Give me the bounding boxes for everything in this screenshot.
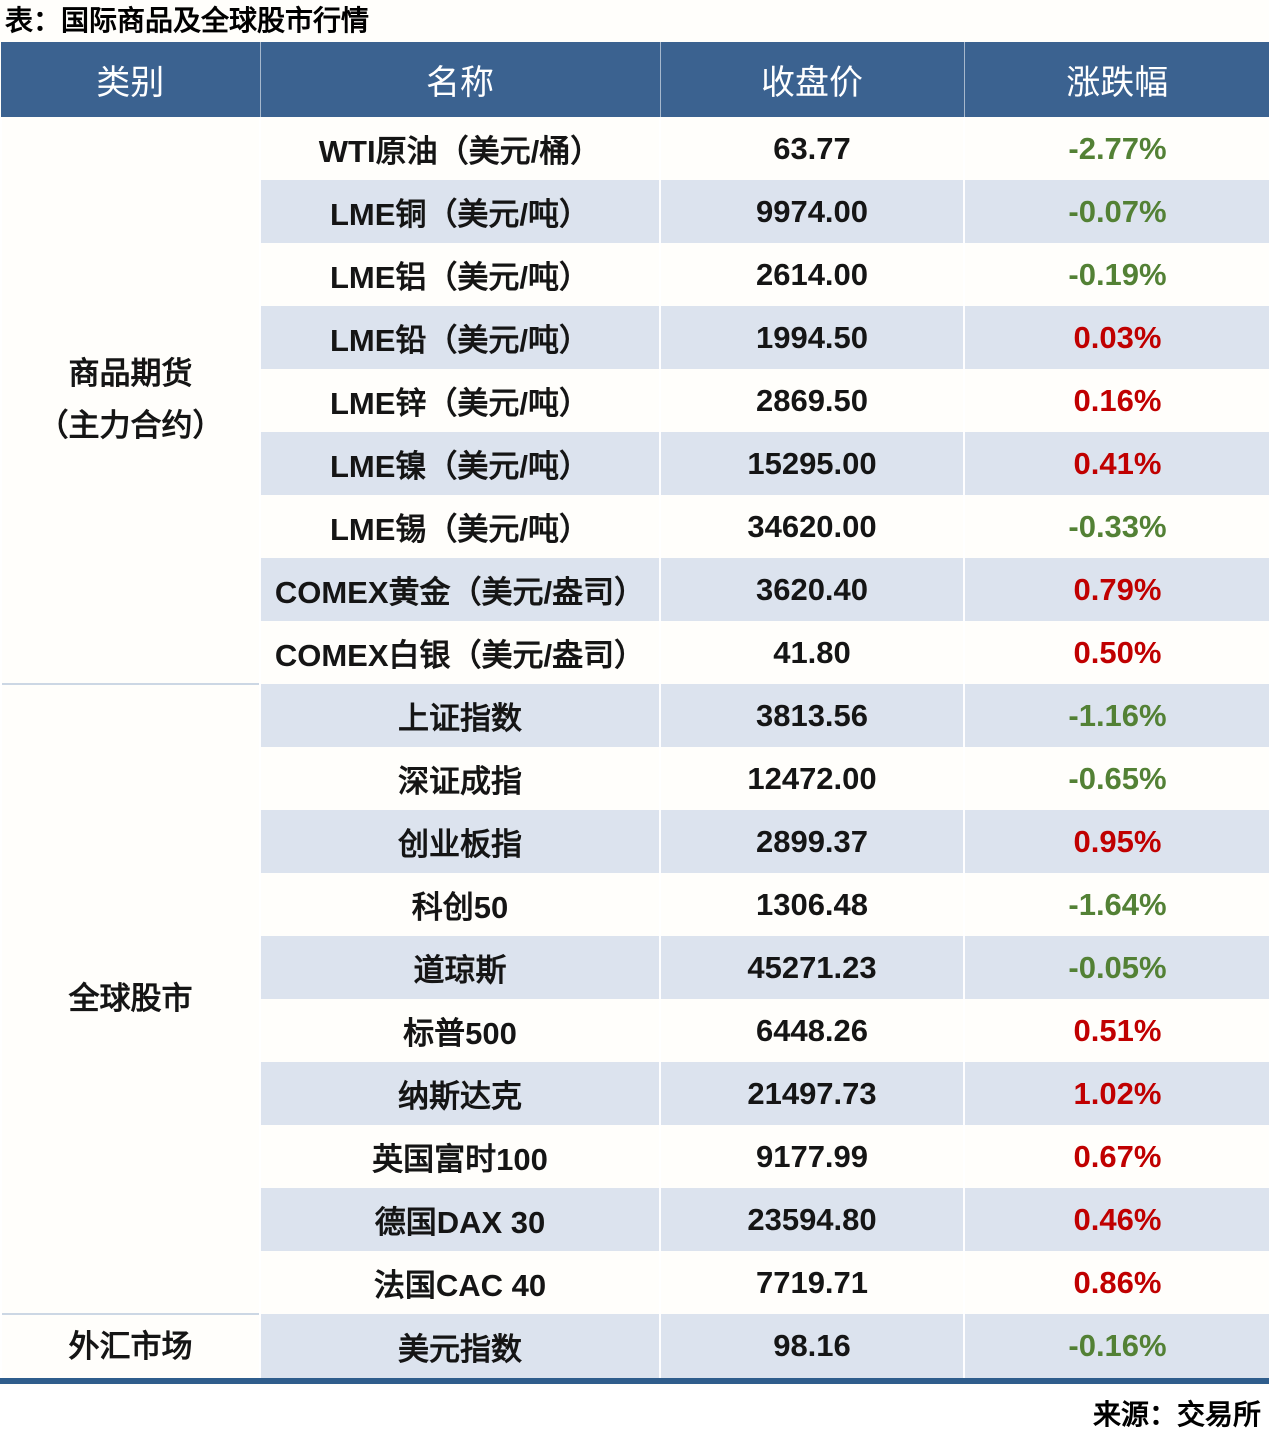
instrument-name-cell: 深证成指 <box>259 747 660 810</box>
change-pct-cell: 0.79% <box>963 558 1269 621</box>
change-pct-cell: -1.16% <box>963 684 1269 747</box>
change-pct-cell: 0.46% <box>963 1188 1269 1251</box>
change-pct-cell: -0.16% <box>963 1314 1269 1381</box>
instrument-name-cell: LME锌（美元/吨） <box>259 369 660 432</box>
table-row: COMEX黄金（美元/盎司） 3620.40 0.79% <box>1 558 1269 621</box>
table-row: 德国DAX 30 23594.80 0.46% <box>1 1188 1269 1251</box>
header-close-price: 收盘价 <box>659 42 964 117</box>
close-price-cell: 2614.00 <box>659 243 964 306</box>
instrument-name-cell: 英国富时100 <box>259 1125 660 1188</box>
close-price-cell: 23594.80 <box>659 1188 964 1251</box>
table-row: LME锌（美元/吨） 2869.50 0.16% <box>1 369 1269 432</box>
category-label-line: 外汇市场 <box>68 1328 193 1364</box>
change-pct-cell: 0.03% <box>963 306 1269 369</box>
change-pct-cell: 0.67% <box>963 1125 1269 1188</box>
category-label-line: 全球股市 <box>68 981 193 1016</box>
change-pct-cell: 0.51% <box>963 999 1269 1062</box>
category-label-line: （主力合约） <box>37 408 224 443</box>
table-row: 标普500 6448.26 0.51% <box>1 999 1269 1062</box>
instrument-name-cell: 法国CAC 40 <box>259 1251 660 1314</box>
table-body: 商品期货 （主力合约） WTI原油（美元/桶） 63.77 -2.77% LME铜（美元/… <box>0 117 1269 1381</box>
change-pct-cell: -0.19% <box>963 243 1269 306</box>
table-row: LME铝（美元/吨） 2614.00 -0.19% <box>1 243 1269 306</box>
change-pct-cell: 0.41% <box>963 432 1269 495</box>
change-pct-cell: -0.07% <box>963 180 1269 243</box>
page: 表：国际商品及全球股市行情 类别 名称 收盘价 涨跌幅 商品期货 （主力合约） WT… <box>0 5 1269 1430</box>
instrument-name-cell: LME铜（美元/吨） <box>259 180 660 243</box>
change-pct-cell: -0.65% <box>963 747 1269 810</box>
close-price-cell: 63.77 <box>659 117 964 180</box>
category-cell: 全球股市 <box>0 683 260 1314</box>
change-pct-cell: 0.50% <box>963 621 1269 684</box>
change-pct-cell: 0.86% <box>963 1251 1269 1314</box>
instrument-name-cell: 科创50 <box>259 873 660 936</box>
table-row: LME铜（美元/吨） 9974.00 -0.07% <box>1 180 1269 243</box>
table-row: LME铅（美元/吨） 1994.50 0.03% <box>1 306 1269 369</box>
instrument-name-cell: COMEX黄金（美元/盎司） <box>259 558 660 621</box>
close-price-cell: 3620.40 <box>659 558 964 621</box>
close-price-cell: 3813.56 <box>659 684 964 747</box>
header-row: 类别 名称 收盘价 涨跌幅 <box>1 42 1269 117</box>
change-pct-cell: -1.64% <box>963 873 1269 936</box>
category-cell: 外汇市场 <box>0 1313 260 1381</box>
table-row: LME锡（美元/吨） 34620.00 -0.33% <box>1 495 1269 558</box>
instrument-name-cell: 纳斯达克 <box>259 1062 660 1125</box>
close-price-cell: 41.80 <box>659 621 964 684</box>
close-price-cell: 7719.71 <box>659 1251 964 1314</box>
category-cell: 商品期货 （主力合约） <box>0 117 260 684</box>
table-row: LME镍（美元/吨） 15295.00 0.41% <box>1 432 1269 495</box>
table-row: 商品期货 （主力合约） WTI原油（美元/桶） 63.77 -2.77% <box>0 117 1269 684</box>
header-change-pct: 涨跌幅 <box>963 42 1269 117</box>
table-row: 创业板指 2899.37 0.95% <box>1 810 1269 873</box>
instrument-name-cell: 标普500 <box>259 999 660 1062</box>
header-name: 名称 <box>259 42 660 117</box>
instrument-name-cell: LME铝（美元/吨） <box>259 243 660 306</box>
instrument-name-cell: COMEX白银（美元/盎司） <box>259 621 660 684</box>
table-row: 英国富时100 9177.99 0.67% <box>1 1125 1269 1188</box>
instrument-name-cell: 道琼斯 <box>259 936 660 999</box>
close-price-cell: 1306.48 <box>659 873 964 936</box>
market-table: 类别 名称 收盘价 涨跌幅 商品期货 （主力合约） WTI原油（美元/桶） 63.77… <box>0 42 1269 1384</box>
close-price-cell: 15295.00 <box>659 432 964 495</box>
change-pct-cell: 1.02% <box>963 1062 1269 1125</box>
close-price-cell: 9974.00 <box>659 180 964 243</box>
table-row: 纳斯达克 21497.73 1.02% <box>1 1062 1269 1125</box>
header-category: 类别 <box>1 42 260 117</box>
source-note: 来源：交易所 <box>1092 1399 1261 1430</box>
table-row: 道琼斯 45271.23 -0.05% <box>1 936 1269 999</box>
close-price-cell: 2899.37 <box>659 810 964 873</box>
instrument-name-cell: 创业板指 <box>259 810 660 873</box>
table-row: 全球股市 上证指数 3813.56 -1.16% <box>0 683 1269 1314</box>
close-price-cell: 1994.50 <box>659 306 964 369</box>
close-price-cell: 12472.00 <box>659 747 964 810</box>
instrument-name-cell: LME铅（美元/吨） <box>259 306 660 369</box>
table-row: 深证成指 12472.00 -0.65% <box>1 747 1269 810</box>
close-price-cell: 2869.50 <box>659 369 964 432</box>
instrument-name-cell: LME镍（美元/吨） <box>259 432 660 495</box>
change-pct-cell: -0.05% <box>963 936 1269 999</box>
change-pct-cell: -0.33% <box>963 495 1269 558</box>
table-row: 外汇市场 美元指数 98.16 -0.16% <box>0 1313 1269 1381</box>
instrument-name-cell: WTI原油（美元/桶） <box>259 117 660 180</box>
instrument-name-cell: 德国DAX 30 <box>259 1188 660 1251</box>
change-pct-cell: -2.77% <box>963 117 1269 180</box>
table-row: 科创50 1306.48 -1.64% <box>1 873 1269 936</box>
change-pct-cell: 0.95% <box>963 810 1269 873</box>
table-row: 法国CAC 40 7719.71 0.86% <box>1 1251 1269 1314</box>
table-title: 表：国际商品及全球股市行情 <box>5 5 370 36</box>
close-price-cell: 21497.73 <box>659 1062 964 1125</box>
close-price-cell: 98.16 <box>659 1314 964 1381</box>
category-label-line: 商品期货 <box>68 356 193 391</box>
close-price-cell: 45271.23 <box>659 936 964 999</box>
instrument-name-cell: 美元指数 <box>259 1314 660 1381</box>
close-price-cell: 34620.00 <box>659 495 964 558</box>
instrument-name-cell: 上证指数 <box>259 684 660 747</box>
change-pct-cell: 0.16% <box>963 369 1269 432</box>
close-price-cell: 6448.26 <box>659 999 964 1062</box>
close-price-cell: 9177.99 <box>659 1125 964 1188</box>
table-row: COMEX白银（美元/盎司） 41.80 0.50% <box>1 621 1269 684</box>
instrument-name-cell: LME锡（美元/吨） <box>259 495 660 558</box>
